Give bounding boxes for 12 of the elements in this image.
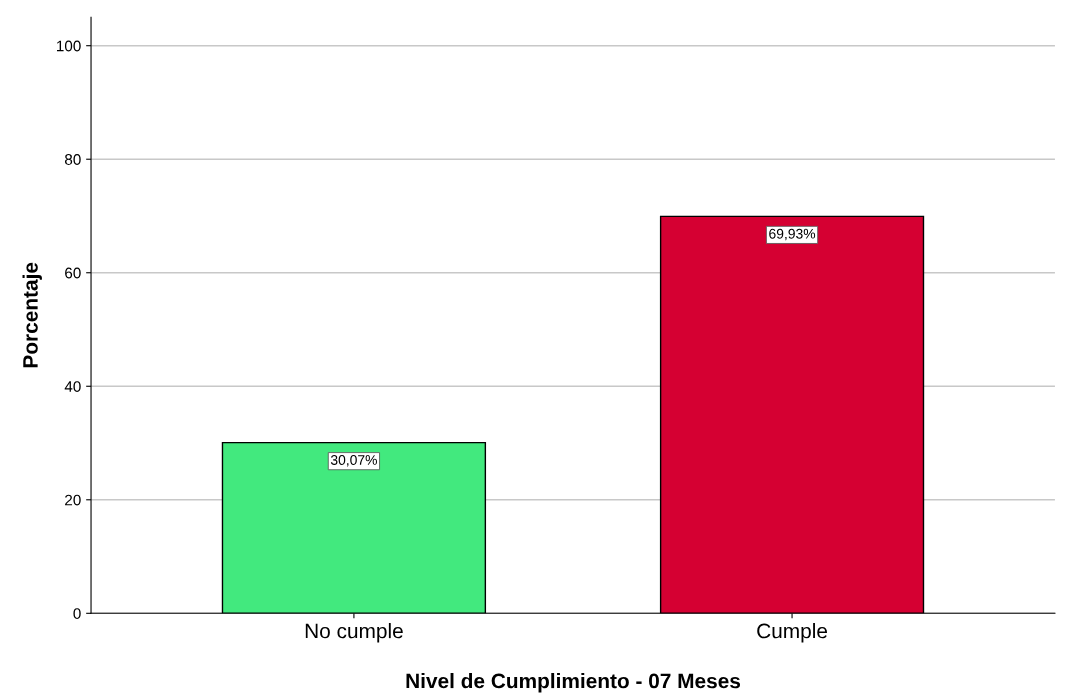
x-tick-label: Cumple (757, 623, 828, 643)
data-label: 30,07% (330, 455, 377, 467)
y-tick-label: 20 (65, 494, 81, 506)
x-axis-title: Nivel de Cumplimiento - 07 Meses (406, 673, 741, 693)
y-tick-label: 0 (73, 608, 81, 619)
y-tick-label: 40 (64, 381, 81, 392)
data-label: 69,93% (769, 228, 816, 241)
y-tick-label: 80 (64, 154, 81, 165)
y-tick-label: 60 (65, 267, 81, 279)
y-axis-title: Porcentaje (22, 262, 42, 368)
x-tick-label: No cumple (305, 623, 403, 643)
y-tick-label: 100 (56, 40, 81, 52)
